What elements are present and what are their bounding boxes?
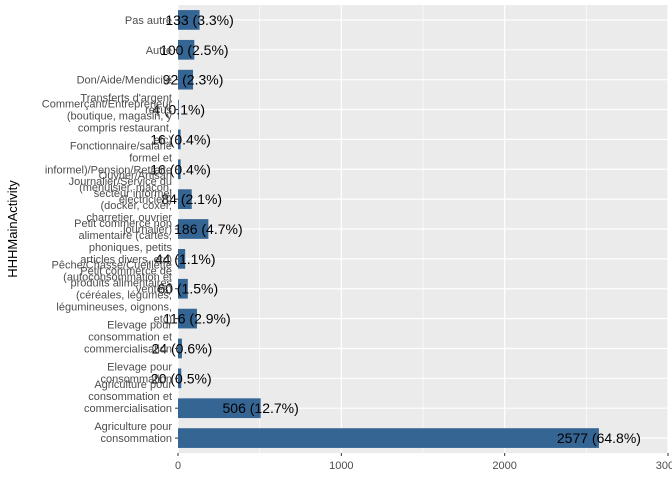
y-tick-label: Journalier/Service du secteur informel (do…: [69, 176, 173, 236]
y-tick-label: Pas autre: [125, 15, 172, 27]
bar: [178, 249, 186, 269]
y-tick-label: Commerçant/Entrepreneur (boutique, magasi…: [42, 98, 173, 146]
bar: [178, 368, 182, 389]
y-tick-labels: Agriculture pour consommation Agriculture …: [42, 15, 173, 445]
bar: [178, 219, 209, 239]
bar: [178, 189, 192, 209]
data-label: 4 (0.1%): [152, 102, 205, 118]
bar: [178, 69, 194, 90]
bar: [178, 159, 181, 180]
data-labels: 2577 (64.8%) 506 (12.7%) 20 (0.5%) 24 (0.6%…: [150, 12, 641, 446]
data-label: 116 (2.9%): [163, 311, 230, 327]
x-tick-label: 3000: [656, 460, 672, 472]
data-label: 506 (12.7%): [223, 400, 299, 416]
y-tick-label: Agriculture pour consommation et commercia…: [84, 379, 172, 415]
y-tick-label: Transferts d'argent reçus: [80, 93, 172, 117]
data-label: 60 (1.5%): [157, 281, 218, 297]
bars: [178, 10, 599, 448]
y-tick-label: Elevage pour consommation: [100, 361, 172, 385]
y-tick-label: Pêche/Chasse/Cueillette (autoconsommation…: [52, 260, 172, 296]
data-label: 20 (0.5%): [151, 370, 212, 386]
y-tick-label: Elevage pour consommation et commercialisa…: [84, 319, 172, 355]
y-tick-label: Petit commerce non alimentaire (cartes, ph…: [74, 218, 172, 266]
data-label: 44 (1.1%): [155, 251, 216, 267]
data-label: 133 (3.3%): [165, 12, 233, 28]
x-tick-label: 0: [175, 460, 181, 472]
data-label: 2577 (64.8%): [557, 430, 641, 446]
y-tick-label: Agriculture pour consommation: [94, 421, 172, 445]
y-tick-label: Don/Aide/Mendicité: [77, 75, 172, 87]
y-tick-label: Fonctionnaire/salarié formel et informel)/…: [45, 140, 172, 176]
bar: [178, 398, 261, 419]
x-tick-label: 1000: [329, 460, 353, 472]
bar: [178, 308, 197, 329]
bar: [178, 99, 179, 120]
y-tick-label: Autre: [146, 45, 172, 57]
data-label: 24 (0.6%): [152, 340, 213, 356]
x-tick-label: 2000: [492, 460, 516, 472]
bar: [178, 10, 200, 30]
bar: [178, 338, 182, 359]
x-tick-labels: 0 1000 2000 3000: [175, 19, 672, 472]
bar: [178, 278, 188, 299]
bar: [178, 129, 181, 150]
y-tick-label: Petit commerce de produits alimentaires (c…: [56, 266, 172, 326]
bar: [178, 39, 195, 60]
data-label: 16 (0.4%): [150, 161, 211, 177]
bar: [178, 428, 599, 448]
y-axis-title: HHHMainActivity: [5, 180, 20, 278]
data-label: 186 (4.7%): [174, 221, 242, 237]
data-label: 100 (2.5%): [160, 42, 228, 58]
data-label: 92 (2.3%): [163, 72, 224, 88]
data-label: 16 (0.4%): [150, 131, 211, 147]
y-tick-label: Ouvrier/Artisan (menuisier, macon, électri…: [79, 170, 172, 206]
data-label: 84 (2.1%): [161, 191, 222, 207]
